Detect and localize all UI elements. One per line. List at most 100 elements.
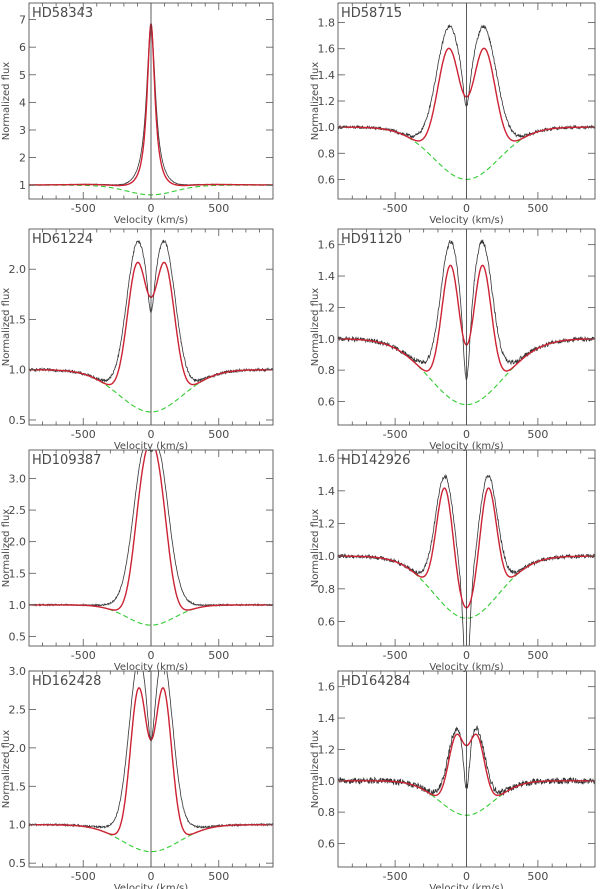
panel-curves <box>338 229 595 425</box>
x-tick-label: -500 <box>383 649 408 662</box>
x-tick-label: 0 <box>148 870 155 883</box>
panel-title: HD58343 <box>32 6 93 21</box>
x-tick-label: -500 <box>71 202 96 215</box>
y-tick-label: 1 <box>19 179 26 192</box>
panel-title: HD142926 <box>341 453 410 468</box>
y-tick-label: 4 <box>19 96 26 109</box>
x-tick-label: 0 <box>463 649 470 662</box>
y-tick-label: 0.8 <box>318 364 336 377</box>
panel-title: HD162428 <box>32 674 101 689</box>
y-axis-title: Normalized flux <box>310 730 321 809</box>
panel-curves <box>338 671 595 867</box>
y-tick-label: 1.2 <box>318 95 336 108</box>
y-tick-label: 1.6 <box>318 452 336 465</box>
x-tick-label: -500 <box>383 870 408 883</box>
y-tick-label: 1.8 <box>318 17 336 30</box>
panel-hd142926: -500 0 500 0.6 0.8 1.0 1.2 1.4 1.6 Velocity (km/s… <box>310 449 596 673</box>
y-tick-label: 1.5 <box>9 313 27 326</box>
y-tick-label: 1.6 <box>318 43 336 56</box>
y-tick-label: 1.5 <box>9 780 27 793</box>
y-tick-label: 0.5 <box>9 631 27 644</box>
y-axis-title: Normalized flux <box>310 509 321 588</box>
panel-hd61224: -500 0 500 0.5 1.0 1.5 2.0 Velocity (km/s) Norma… <box>1 228 274 452</box>
y-tick-label: 1.0 <box>318 121 336 134</box>
observed-spectrum-line <box>338 473 595 646</box>
y-tick-label: 0.5 <box>9 414 27 427</box>
model-fit-line <box>29 450 273 611</box>
y-tick-label: 1.0 <box>9 819 27 832</box>
y-tick-label: 0.5 <box>9 857 27 870</box>
y-tick-label: 3.0 <box>9 472 27 485</box>
panel-hd58343: -500 0 500 1 2 3 4 5 6 7 Velocity (km/s) Normalized… <box>1 2 274 226</box>
x-axis-title: Velocity (km/s) <box>114 441 188 452</box>
y-axis-title: Normalized flux <box>1 730 12 809</box>
y-tick-label: 6 <box>19 41 26 54</box>
panel-hd109387: -500 0 500 0.5 1.0 1.5 2.0 2.5 3.0 Velocity (km/s… <box>1 449 274 673</box>
x-tick-label: 0 <box>463 870 470 883</box>
y-tick-label: 0.6 <box>318 616 336 629</box>
y-tick-label: 3 <box>19 124 26 137</box>
y-tick-label: 1.6 <box>318 239 336 252</box>
y-tick-label: 1.0 <box>318 333 336 346</box>
y-tick-label: 2.0 <box>9 536 27 549</box>
y-tick-label: 1.6 <box>318 681 336 694</box>
panel-curves <box>29 229 273 425</box>
y-tick-label: 3.0 <box>9 665 27 678</box>
x-tick-label: 500 <box>527 870 548 883</box>
x-tick-label: 500 <box>527 202 548 215</box>
x-tick-label: -500 <box>383 202 408 215</box>
x-tick-label: 500 <box>208 202 229 215</box>
panel-title: HD61224 <box>32 232 93 247</box>
y-tick-label: 0.6 <box>318 173 336 186</box>
x-axis-title: Velocity (km/s) <box>114 662 188 673</box>
y-tick-label: 0.8 <box>318 806 336 819</box>
y-tick-label: 2.0 <box>9 263 27 276</box>
x-axis-title: Velocity (km/s) <box>429 883 503 889</box>
x-tick-label: 500 <box>208 649 229 662</box>
y-tick-label: 1.4 <box>318 69 336 82</box>
y-axis-title: Normalized flux <box>310 62 321 141</box>
y-tick-label: 1.0 <box>9 364 27 377</box>
y-tick-label: 1.4 <box>318 270 336 283</box>
y-axis-title: Normalized flux <box>1 509 12 588</box>
x-tick-label: -500 <box>71 870 96 883</box>
y-tick-label: 1.2 <box>318 518 336 531</box>
y-tick-label: 2.5 <box>9 504 27 517</box>
panel-curves <box>338 3 595 199</box>
panel-curves <box>338 450 595 646</box>
x-tick-label: 0 <box>148 428 155 441</box>
y-tick-label: 2.0 <box>9 742 27 755</box>
y-axis-title: Normalized flux <box>1 62 12 141</box>
x-tick-label: 500 <box>527 649 548 662</box>
y-tick-label: 7 <box>19 14 26 27</box>
y-tick-label: 2 <box>19 152 26 165</box>
x-tick-label: 0 <box>148 202 155 215</box>
panel-curves <box>29 671 273 867</box>
x-tick-label: 500 <box>208 428 229 441</box>
y-tick-label: 1.2 <box>318 301 336 314</box>
panel-title: HD109387 <box>32 453 101 468</box>
y-axis-title: Normalized flux <box>310 288 321 367</box>
y-tick-label: 0.6 <box>318 837 336 850</box>
panel-title: HD58715 <box>341 6 402 21</box>
panel-hd58715: -500 0 500 0.6 0.8 1.0 1.2 1.4 1.6 1.8 Velocity (k… <box>310 2 596 226</box>
y-tick-label: 1.0 <box>318 775 336 788</box>
panel-title: HD164284 <box>341 674 410 689</box>
panel-curves <box>29 3 273 199</box>
panel-hd162428: -500 0 500 0.5 1.0 1.5 2.0 2.5 3.0 Velocity (km/s… <box>1 665 274 889</box>
y-tick-label: 1.0 <box>9 599 27 612</box>
x-axis-title: Velocity (km/s) <box>429 441 503 452</box>
y-tick-label: 0.8 <box>318 583 336 596</box>
x-tick-label: 0 <box>463 202 470 215</box>
panel-hd91120: -500 0 500 0.6 0.8 1.0 1.2 1.4 1.6 Velocity (km/s… <box>310 228 596 452</box>
y-tick-label: 5 <box>19 69 26 82</box>
panel-curves <box>29 450 273 646</box>
y-axis-title: Normalized flux <box>1 288 12 367</box>
y-tick-label: 1.5 <box>9 567 27 580</box>
x-tick-label: 0 <box>463 428 470 441</box>
x-tick-label: -500 <box>71 649 96 662</box>
x-tick-label: -500 <box>71 428 96 441</box>
x-axis-title: Velocity (km/s) <box>114 883 188 889</box>
x-axis-title: Velocity (km/s) <box>114 215 188 226</box>
